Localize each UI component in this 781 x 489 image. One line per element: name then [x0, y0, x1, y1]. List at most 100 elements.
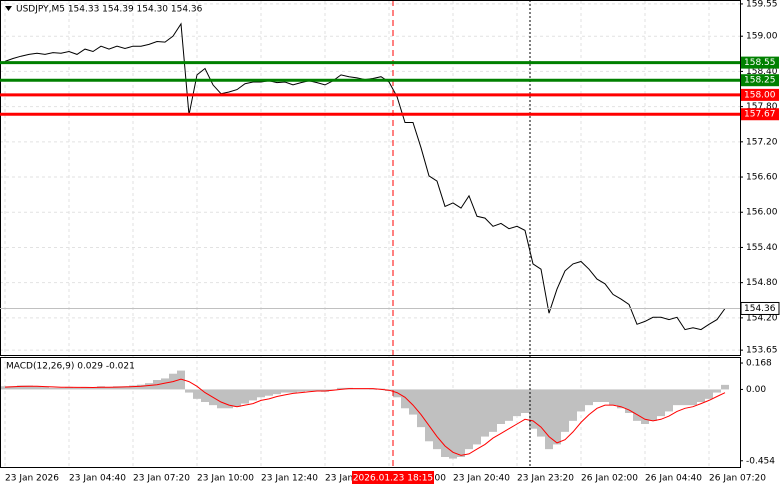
histogram-bar: [201, 389, 209, 402]
histogram-bar: [625, 389, 633, 413]
histogram-bar: [585, 389, 593, 406]
histogram-bar: [561, 389, 569, 432]
histogram-bar: [225, 389, 233, 409]
histogram-bar: [473, 389, 481, 445]
histogram-bar: [281, 389, 289, 393]
histogram-bar: [409, 389, 417, 415]
histogram-bar: [465, 389, 473, 450]
histogram-bar: [177, 370, 185, 390]
macd-title: MACD(12,26,9) 0.029 -0.021: [6, 362, 135, 372]
level-box: [741, 56, 779, 69]
histogram-bar: [81, 387, 89, 390]
y-tick-label: 157.20: [746, 137, 778, 147]
crosshair-label: 2026.01.23 18:15: [353, 474, 433, 484]
histogram-bar: [689, 389, 697, 406]
x-tick-label: 23 Jan 10:00: [197, 474, 254, 484]
y-tick-label: 158.40: [746, 67, 778, 77]
histogram-bar: [65, 387, 73, 390]
histogram-bar: [1, 386, 9, 390]
histogram-bar: [257, 389, 265, 398]
histogram-bar: [713, 389, 721, 393]
histogram-bar: [265, 389, 273, 396]
last-price-box: [740, 301, 780, 315]
last-price-label: 154.36: [744, 304, 776, 314]
histogram-bar: [97, 386, 105, 390]
x-tick-label: 23 Jan 07:20: [133, 474, 190, 484]
histogram-bar: [481, 389, 489, 437]
y-tick-label: 156.60: [746, 173, 778, 183]
histogram-bar: [705, 389, 713, 399]
histogram-bar: [665, 389, 673, 412]
histogram-bar: [193, 389, 201, 399]
y-tick-label: 154.80: [746, 278, 778, 288]
histogram-bar: [633, 389, 641, 421]
histogram-bar: [553, 389, 561, 445]
histogram-bar: [337, 387, 345, 390]
y-tick-label: 153.65: [746, 346, 778, 356]
x-tick-label: 23 Jan 23:20: [517, 474, 574, 484]
histogram-bar: [649, 389, 657, 421]
histogram-bar: [593, 389, 601, 402]
crosshair-box: [352, 471, 434, 484]
histogram-bar: [441, 389, 449, 457]
signal-line: [4, 378, 726, 456]
x-tick-label: 23 Jan 12:40: [261, 474, 318, 484]
histogram-bar: [145, 383, 153, 390]
x-tick-label: 26 Jan 04:40: [645, 474, 702, 484]
histogram-bar: [313, 389, 321, 391]
histogram-bar: [537, 389, 545, 437]
y-tick-label: 154.20: [746, 313, 778, 323]
chart-title: USDJPY,M5 154.33 154.39 154.30 154.36: [16, 5, 203, 15]
histogram-bar: [129, 385, 137, 390]
histogram-bar: [41, 387, 49, 390]
histogram-bar: [545, 389, 553, 450]
histogram-bar: [89, 387, 97, 390]
level-box: [741, 88, 779, 101]
histogram-bar: [601, 389, 609, 402]
histogram-bar: [417, 389, 425, 428]
histogram-bar: [73, 387, 81, 390]
histogram-bar: [681, 389, 689, 406]
histogram-bar: [297, 389, 305, 392]
histogram-bar: [25, 385, 33, 390]
y-tick-label: 156.00: [746, 208, 778, 218]
histogram-bar: [249, 389, 257, 401]
histogram-bar: [521, 389, 529, 413]
histogram-bar: [577, 389, 585, 412]
level-label: 158.25: [744, 76, 776, 86]
y-tick-label: 159.00: [746, 32, 778, 42]
histogram-bar: [425, 389, 433, 442]
level-label: 157.67: [744, 110, 776, 120]
histogram-bar: [305, 389, 313, 391]
histogram-bar: [641, 389, 649, 424]
histogram-bar: [401, 389, 409, 409]
x-tick-label: 23 Jan 04:40: [69, 474, 126, 484]
histogram-bar: [137, 384, 145, 390]
histogram-bar: [433, 389, 441, 450]
y-tick-label: 155.40: [746, 243, 778, 253]
histogram-bar: [489, 389, 497, 432]
histogram-bar: [369, 389, 377, 390]
histogram-bar: [33, 386, 41, 390]
menu-arrow[interactable]: [5, 6, 12, 11]
x-tick-label: 23 Jan 20:40: [453, 474, 510, 484]
y-tick-label: -0.454: [746, 456, 775, 466]
histogram-bar: [569, 389, 577, 421]
y-tick-label: 0.168: [746, 359, 772, 369]
histogram-bar: [241, 389, 249, 404]
histogram-bar: [721, 384, 729, 390]
x-tick-label: 26 Jan 02:00: [581, 474, 638, 484]
histogram-bar: [673, 389, 681, 406]
histogram-bar: [505, 389, 513, 421]
level-box: [741, 108, 779, 121]
histogram-bar: [457, 389, 465, 457]
histogram-bar: [513, 389, 521, 417]
histogram-bar: [9, 386, 17, 390]
level-label: 158.55: [744, 58, 776, 68]
histogram-bar: [657, 389, 665, 417]
histogram-bar: [273, 389, 281, 395]
y-tick-label: 0.00: [746, 385, 766, 395]
histogram-bar: [185, 389, 193, 393]
histogram-bar: [217, 389, 225, 409]
